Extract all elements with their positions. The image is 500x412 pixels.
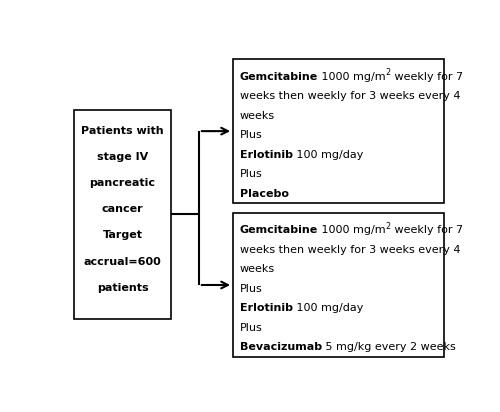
Text: Placebo: Placebo	[240, 189, 289, 199]
Text: cancer: cancer	[102, 204, 144, 214]
Text: Gemcitabine: Gemcitabine	[240, 72, 318, 82]
Text: weeks: weeks	[240, 110, 275, 121]
Text: Gemcitabine: Gemcitabine	[240, 225, 318, 236]
Text: 2: 2	[386, 222, 391, 231]
Text: Target: Target	[102, 230, 142, 240]
Text: weeks then weekly for 3 weeks every 4: weeks then weekly for 3 weeks every 4	[240, 91, 460, 101]
Text: weekly for 7: weekly for 7	[391, 225, 463, 236]
Text: weeks: weeks	[240, 265, 275, 274]
Text: 1000 mg/m: 1000 mg/m	[318, 225, 386, 236]
Text: 5 mg/kg every 2 weeks: 5 mg/kg every 2 weeks	[322, 342, 456, 352]
Text: Patients with: Patients with	[81, 126, 164, 136]
Bar	[74, 110, 171, 319]
Text: Erlotinib: Erlotinib	[240, 304, 293, 314]
Text: 100 mg/day: 100 mg/day	[293, 150, 364, 159]
Text: stage IV: stage IV	[97, 152, 148, 162]
Text: Erlotinib: Erlotinib	[240, 150, 293, 159]
Text: patients: patients	[97, 283, 148, 293]
Text: Plus: Plus	[240, 169, 262, 179]
Text: Bevacizumab: Bevacizumab	[240, 342, 322, 352]
Text: 1000 mg/m: 1000 mg/m	[318, 72, 386, 82]
Bar	[233, 59, 444, 203]
Bar	[233, 213, 444, 357]
Text: Plus: Plus	[240, 130, 262, 140]
Text: Plus: Plus	[240, 284, 262, 294]
Text: Plus: Plus	[240, 323, 262, 333]
Text: pancreatic: pancreatic	[90, 178, 156, 188]
Text: 100 mg/day: 100 mg/day	[293, 304, 364, 314]
Text: weeks then weekly for 3 weeks every 4: weeks then weekly for 3 weeks every 4	[240, 245, 460, 255]
Text: 2: 2	[386, 68, 391, 77]
Text: accrual=600: accrual=600	[84, 257, 162, 267]
Text: weekly for 7: weekly for 7	[391, 72, 463, 82]
